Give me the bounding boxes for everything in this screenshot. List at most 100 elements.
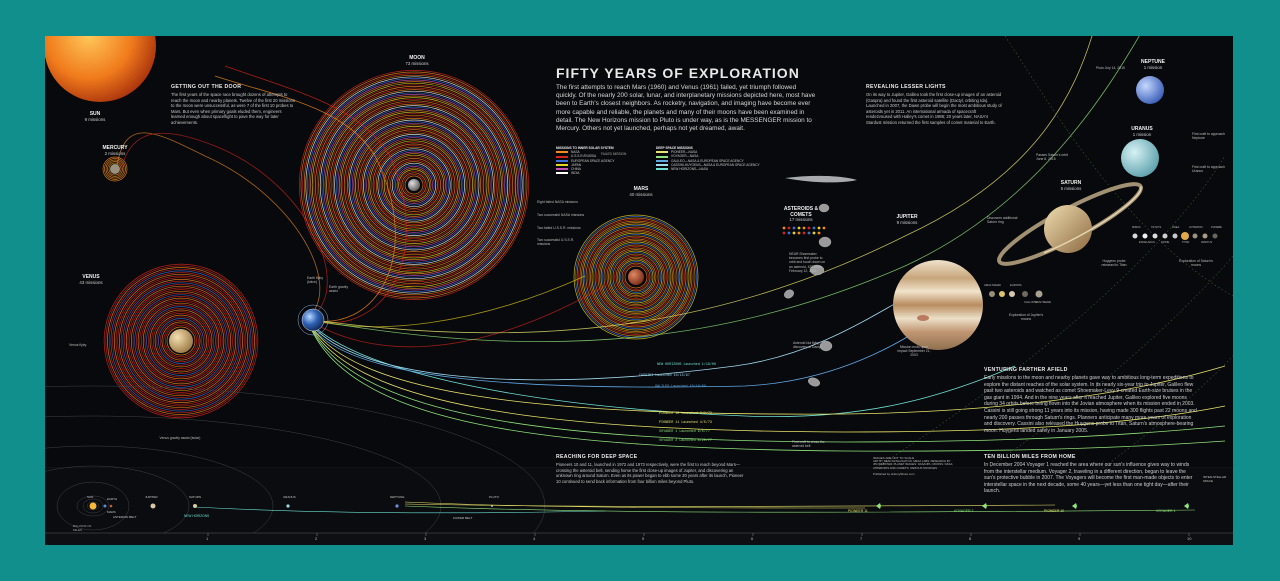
mission-ring [576, 217, 696, 337]
earth-image [301, 308, 325, 332]
saturn-moon [1172, 233, 1178, 239]
asteroid-mission-dot [797, 226, 801, 230]
mission-ring [117, 277, 245, 405]
saturn-moon [1152, 233, 1158, 239]
huygens-note: Huygens probe released to Titan [1101, 259, 1127, 268]
jupiter-moons-note: Exploration of Jupiter's moons [1008, 313, 1044, 322]
intro-text: The first attempts to reach Mars (1960) … [556, 84, 816, 133]
mission-ring [329, 100, 499, 270]
saturn-orbit-note: Passes Saturn's orbit June 8, 2015 [1036, 153, 1068, 162]
mercury-mission-rings [102, 156, 128, 182]
mission-ring [342, 113, 486, 257]
moon-label: EUROPA [1010, 283, 1022, 287]
mission-ring [139, 299, 223, 383]
mission-ring [108, 162, 122, 176]
mission-ring [327, 98, 501, 272]
mission-ring [144, 304, 218, 378]
mission-ring [315, 86, 513, 284]
mission-ring [620, 261, 652, 293]
mission-ring [163, 323, 199, 359]
moon-count: 73 missions [405, 61, 429, 66]
sun-image [45, 36, 156, 102]
neptune-image [1136, 76, 1164, 104]
asteroids-label: ASTEROIDS & COMETS [783, 206, 819, 218]
moon-label: PHOEBE [1211, 226, 1222, 229]
mission-ring [391, 162, 437, 208]
legend-label: NEW HORIZONS—NASA [671, 167, 709, 172]
asteroid-belt-note: First craft to cross the asteroid belt [792, 440, 825, 449]
earth-flyby-note: Earth flyby (twice) [307, 276, 324, 285]
legend-swatch [556, 172, 568, 175]
mission-ring [164, 324, 198, 358]
mission-ring [602, 243, 670, 311]
asteroid-images [784, 203, 833, 387]
moon-label: AMALTHEA [984, 283, 999, 287]
moon-label: MOON [409, 55, 425, 61]
probe-position-label: PIONEER 10 [1044, 509, 1064, 513]
distance-scale [45, 385, 1233, 545]
jupiter-moon [999, 291, 1005, 297]
scale-tick-label: 2 [315, 536, 318, 541]
mission-ring [584, 225, 688, 329]
trajectory-label: NEW HORIZONS Launched 1/19/06 [657, 363, 717, 367]
mission-ring [151, 311, 211, 371]
mission-ring [623, 264, 649, 290]
mercury-image [110, 164, 120, 174]
comet-image [785, 175, 857, 183]
asteroid-mission-dot [782, 226, 786, 230]
getting-out-heading: GETTING OUT THE DOOR [171, 84, 242, 90]
mission-ring [102, 156, 128, 182]
saturn-moon [1212, 233, 1218, 239]
mission-ring [134, 294, 228, 388]
mission-ring [390, 161, 438, 209]
mission-ring [371, 142, 457, 228]
legend-swatch [656, 155, 668, 158]
ten-billion-text: In December 2004 Voyager 1 reached the a… [984, 462, 1193, 495]
mission-ring [606, 247, 666, 307]
mission-ring [388, 159, 440, 211]
asteroid-mission-dot [817, 226, 821, 230]
mission-ring [614, 255, 658, 299]
mission-ring [404, 175, 424, 195]
mission-ring [299, 70, 529, 300]
legend-swatch [556, 168, 568, 171]
mission-ring [581, 222, 691, 332]
mission-ring [374, 145, 454, 225]
mission-ring [618, 259, 654, 295]
venus-count: 43 missions [79, 280, 103, 285]
mission-ring [355, 126, 473, 244]
mission-ring [599, 240, 673, 314]
scale-tick-label: 8 [969, 536, 972, 541]
scale-units: BILLIONS OF MILES [73, 524, 92, 532]
mission-ring [115, 275, 247, 407]
mission-ring [579, 220, 693, 334]
neptune-count: 1 mission [1143, 65, 1163, 70]
mission-ring [401, 172, 427, 198]
mission-ring [308, 79, 520, 291]
sun-label: SUN [89, 111, 101, 117]
mission-ring [350, 121, 478, 249]
legend-swatch [656, 163, 668, 166]
mission-ring [158, 318, 204, 364]
mission-ring [113, 273, 249, 409]
mission-ring [132, 292, 230, 390]
mission-ring [146, 306, 216, 376]
legend-swatch [556, 163, 568, 166]
moon-label: TETHYS [1151, 226, 1162, 229]
mission-end-note: Mission ends upon impact September 21, 2… [897, 345, 931, 358]
neptune-first-note: First craft to approach Neptune [1192, 132, 1225, 141]
mission-ring [608, 249, 664, 305]
scale-label: KUIPER BELT [453, 516, 473, 520]
mission-ring [339, 110, 489, 260]
mission-ring [331, 102, 497, 268]
venus-flyby-note: Venus flyby [69, 343, 87, 347]
probe-position-label: VOYAGER 1 [1156, 509, 1176, 513]
mission-ring [153, 313, 209, 369]
mission-ring [603, 244, 669, 310]
saturn-moon [1132, 233, 1138, 239]
scale-tick-label: 4 [533, 536, 536, 541]
mission-ring [141, 301, 221, 381]
mission-ring [313, 84, 515, 286]
mission-ring [611, 252, 661, 302]
mission-ring [326, 97, 502, 273]
